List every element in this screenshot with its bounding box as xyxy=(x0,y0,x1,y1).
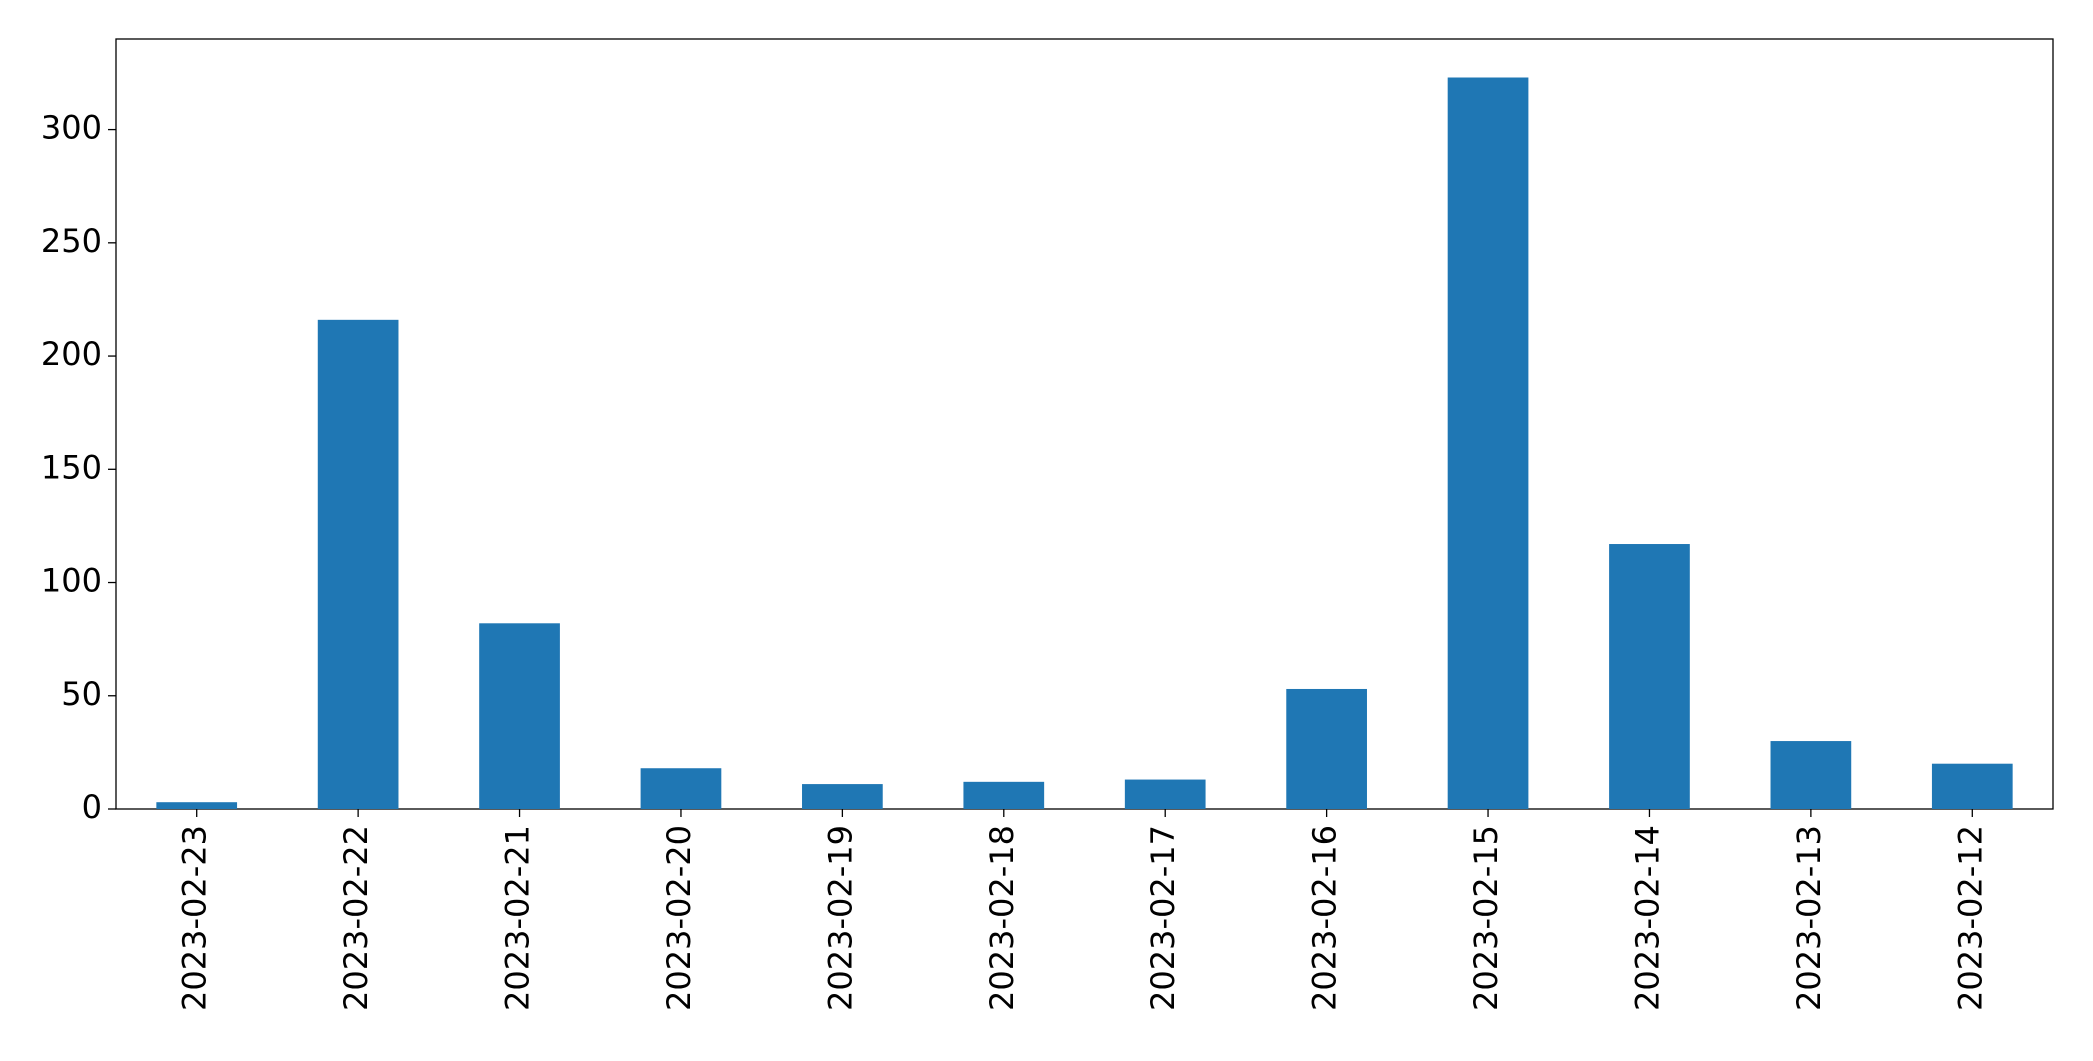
x-tick-label: 2023-02-13 xyxy=(1790,825,1828,1011)
plot-frame xyxy=(115,38,2054,810)
bar xyxy=(479,623,560,809)
x-tick-label: 2023-02-19 xyxy=(821,825,859,1011)
y-tick-label: 150 xyxy=(41,448,102,486)
y-tick-label: 50 xyxy=(61,675,102,713)
y-tick-label: 0 xyxy=(82,788,102,826)
y-tick-label: 100 xyxy=(41,562,102,600)
x-tick-label: 2023-02-17 xyxy=(1144,825,1182,1011)
bar xyxy=(1447,77,1529,809)
x-tick-label: 2023-02-23 xyxy=(176,825,214,1011)
bar xyxy=(1931,763,2013,809)
x-tick-label: 2023-02-14 xyxy=(1628,825,1666,1011)
bar xyxy=(640,768,722,809)
bar xyxy=(1286,688,1367,809)
x-tick-label: 2023-02-15 xyxy=(1467,825,1505,1011)
bar xyxy=(1609,544,1690,809)
x-tick-label: 2023-02-16 xyxy=(1306,825,1344,1011)
bar xyxy=(317,319,399,809)
x-tick-label: 2023-02-12 xyxy=(1951,825,1989,1011)
x-tick-label: 2023-02-20 xyxy=(660,825,698,1011)
x-tick-label: 2023-02-21 xyxy=(499,825,537,1011)
y-tick-label: 300 xyxy=(41,109,102,147)
x-tick-label: 2023-02-22 xyxy=(337,825,375,1011)
bar xyxy=(802,784,883,809)
bar xyxy=(1124,779,1206,809)
bar xyxy=(156,802,238,809)
x-tick-label: 2023-02-18 xyxy=(983,825,1021,1011)
bar xyxy=(1770,741,1852,809)
y-tick-label: 200 xyxy=(41,335,102,373)
y-tick-label: 250 xyxy=(41,222,102,260)
bar xyxy=(963,781,1045,809)
